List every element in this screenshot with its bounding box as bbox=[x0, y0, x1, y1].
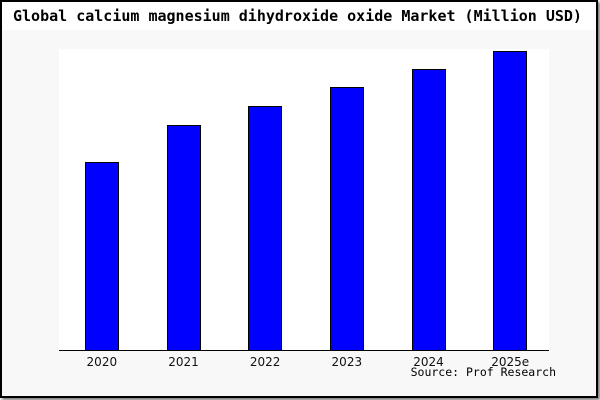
bar-2022 bbox=[248, 105, 283, 350]
x-tick-label-2025e: 2025e bbox=[491, 355, 530, 369]
bar-2021 bbox=[166, 125, 201, 350]
chart-title: Global calcium magnesium dihydroxide oxi… bbox=[13, 7, 582, 25]
plot-area bbox=[59, 49, 549, 351]
x-tick-label-2021: 2021 bbox=[168, 355, 199, 369]
bar-2024 bbox=[411, 69, 446, 350]
bar-2020 bbox=[84, 161, 119, 350]
x-tick-label-2020: 2020 bbox=[86, 355, 118, 369]
x-axis-labels: 2020 2021 2022 2023 2024 2025e bbox=[59, 355, 549, 371]
title-band: Global calcium magnesium dihydroxide oxi… bbox=[2, 2, 596, 30]
x-tick-label-2024: 2024 bbox=[413, 355, 444, 369]
x-tick-label-2023: 2023 bbox=[331, 355, 363, 369]
chart-canvas: 2020 2021 2022 2023 2024 2025e Source: Prof R… bbox=[2, 30, 596, 396]
source-credit: Source: Prof Research bbox=[410, 365, 556, 379]
x-tick-label-2022: 2022 bbox=[249, 355, 281, 369]
bar-2023 bbox=[329, 87, 364, 350]
bar-2025e bbox=[493, 50, 528, 350]
